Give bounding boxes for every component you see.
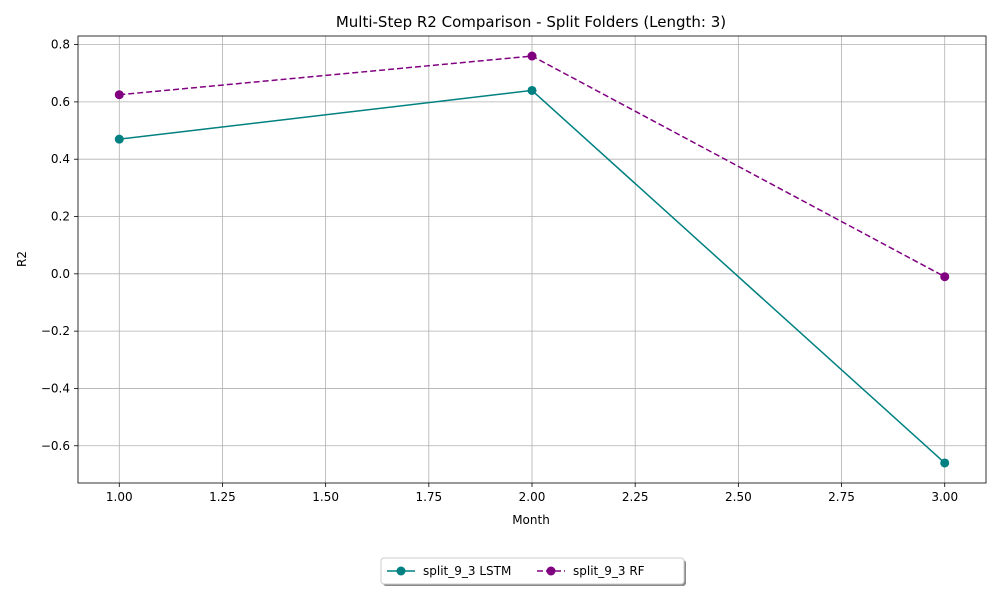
grid [78,36,986,483]
legend-box [380,557,685,585]
y-tick-label: −0.2 [41,324,70,338]
legend-label: split_9_3 LSTM [423,564,511,578]
data-point [940,458,950,468]
y-tick-label: 0.8 [51,38,70,52]
y-tick-label: 0.4 [51,152,70,166]
y-tick-label: 0.6 [51,95,70,109]
data-point [527,51,537,61]
legend-label: split_9_3 RF [573,564,645,578]
x-tick-label: 1.75 [415,490,442,504]
y-axis-label: R2 [15,251,29,267]
x-tick-label: 1.00 [106,490,133,504]
x-tick-label: 1.25 [209,490,236,504]
plot-frame [77,35,987,484]
x-tick-label: 2.75 [828,490,855,504]
x-tick-label: 2.25 [622,490,649,504]
data-point [114,134,124,144]
y-tick-label: 0.0 [51,267,70,281]
legend-marker [546,566,556,576]
chart-title: Multi-Step R2 Comparison - Split Folders… [336,13,726,31]
legend-marker [396,566,406,576]
y-tick-label: 0.2 [51,210,70,224]
data-point [114,90,124,100]
y-tick-label: −0.6 [41,439,70,453]
series-layer [114,51,950,468]
y-tick-label: −0.4 [41,381,70,395]
data-point [527,85,537,95]
legend: split_9_3 LSTM split_9_3 RF [380,557,686,586]
x-tick-label: 1.50 [312,490,339,504]
x-tick-label: 3.00 [931,490,958,504]
data-point [940,272,950,282]
x-axis-label: Month [512,513,550,527]
axes: 1.00 1.25 1.50 1.75 2.00 2.25 2.50 2.75 3.00 −0.6… [41,35,987,504]
x-tick-label: 2.50 [725,490,752,504]
x-tick-label: 2.00 [519,490,546,504]
